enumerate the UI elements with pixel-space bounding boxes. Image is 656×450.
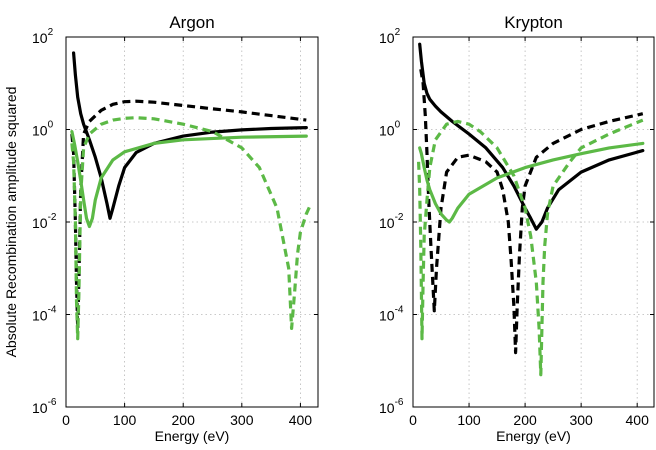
y-tick-label: 100: [32, 120, 54, 139]
y-tick-label: 10-6: [32, 397, 57, 416]
series-line-2: [419, 69, 644, 355]
series-line-3: [70, 130, 308, 229]
series-line-3: [418, 141, 645, 224]
x-tick-label: 200: [513, 412, 537, 428]
x-tick-label: 200: [172, 412, 196, 428]
series-line-4: [70, 116, 313, 341]
figure-y-axis-label: Absolute Recombination amplitude squared: [3, 87, 19, 358]
y-tick-label: 100: [379, 120, 401, 139]
chart-title: Krypton: [504, 13, 563, 32]
series-line-2: [70, 99, 307, 330]
y-tick-label: 10-2: [32, 212, 57, 231]
series-line-1: [418, 42, 645, 231]
x-tick-label: 0: [62, 412, 70, 428]
x-axis-label: Energy (eV): [496, 428, 571, 444]
x-tick-label: 300: [230, 412, 254, 428]
x-tick-label: 400: [289, 412, 313, 428]
chart-title: Argon: [169, 13, 214, 32]
x-tick-label: 400: [626, 412, 650, 428]
y-tick-label: 10-4: [379, 305, 404, 324]
y-tick-label: 10-6: [379, 397, 404, 416]
x-axis-label: Energy (eV): [155, 428, 230, 444]
y-tick-label: 102: [32, 27, 54, 46]
x-tick-label: 300: [569, 412, 593, 428]
series-line-4: [417, 118, 644, 377]
chart-panel-krypton: 0 100 200 300 400 102 100 10-2 10-4 10-6 Krypton En…: [379, 13, 655, 444]
x-tick-label: 100: [457, 412, 481, 428]
x-tick-label: 0: [409, 412, 417, 428]
series-line-1: [72, 51, 308, 220]
y-tick-label: 10-2: [379, 212, 404, 231]
y-tick-label: 10-4: [32, 305, 57, 324]
chart-panel-argon: 0 100 200 300 400 102 100 10-2 10-4 10-6 Argon Ener…: [32, 13, 319, 444]
x-tick-label: 100: [113, 412, 137, 428]
y-tick-label: 102: [379, 27, 401, 46]
